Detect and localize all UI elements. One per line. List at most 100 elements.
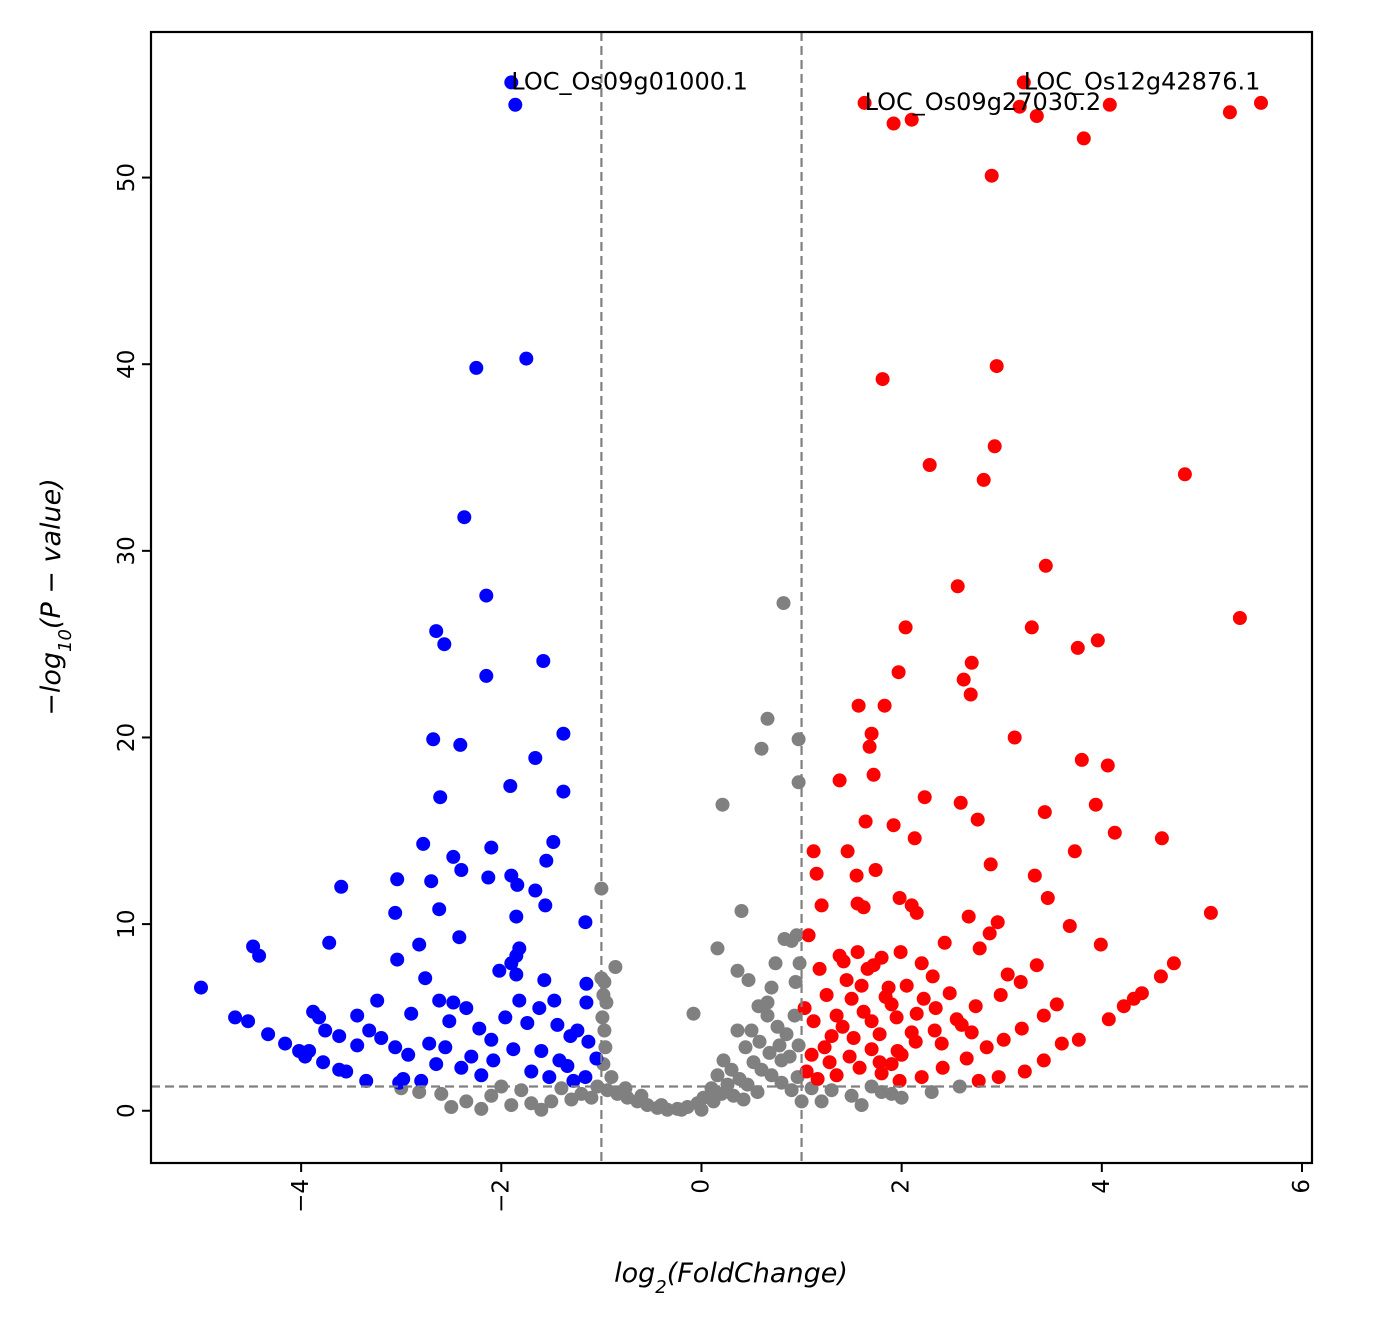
point-ns: [706, 1094, 721, 1109]
point-ns: [824, 1083, 839, 1098]
point-up: [836, 954, 851, 969]
point-up: [819, 988, 834, 1002]
point-up: [1116, 999, 1131, 1014]
point-down: [322, 935, 337, 950]
x-axis-title: log2(FoldChange): [614, 1258, 848, 1298]
point-up: [1070, 640, 1085, 655]
point-down: [546, 835, 561, 849]
point-up: [976, 472, 991, 487]
point-ns: [710, 941, 725, 956]
point-up: [996, 1032, 1011, 1047]
point-down: [509, 967, 524, 982]
point-up: [891, 665, 906, 680]
point-up: [1107, 825, 1122, 840]
point-down: [512, 993, 527, 1008]
point-up: [950, 579, 965, 594]
point-up: [1222, 105, 1237, 120]
point-up: [860, 961, 875, 976]
point-up: [835, 1019, 850, 1034]
point-ns: [952, 1079, 967, 1094]
point-down: [426, 732, 441, 747]
point-down: [484, 840, 499, 855]
point-up: [989, 359, 1004, 374]
y-tick-label: 10: [114, 909, 140, 938]
point-ns: [734, 904, 749, 918]
point-down: [429, 624, 444, 639]
point-up: [1102, 97, 1117, 112]
point-up: [872, 1055, 887, 1070]
point-ns: [504, 1098, 519, 1113]
point-up: [804, 1047, 819, 1062]
point-up: [959, 1051, 974, 1066]
point-down: [390, 952, 405, 967]
y-axis-title-rest: (P − value): [36, 478, 67, 629]
point-ns: [772, 1038, 787, 1053]
point-down: [438, 1040, 453, 1055]
point-up: [917, 790, 932, 805]
point-up: [1029, 958, 1044, 973]
point-down: [424, 874, 439, 889]
point-up: [1254, 95, 1268, 110]
point-down: [278, 1036, 293, 1051]
point-up: [963, 687, 978, 702]
point-ns: [736, 1092, 751, 1107]
point-down: [442, 1014, 457, 1029]
point-down: [536, 654, 551, 668]
point-down: [312, 1010, 327, 1025]
point-up: [868, 863, 883, 877]
y-tick-label: 40: [114, 350, 140, 379]
point-up: [1126, 991, 1141, 1006]
point-down: [316, 1055, 331, 1070]
point-ns: [814, 1094, 829, 1109]
point-ns: [634, 1088, 649, 1103]
point-ns: [774, 1053, 789, 1068]
point-ns: [694, 1102, 709, 1117]
point-ns: [534, 1102, 549, 1117]
point-up: [1040, 891, 1055, 905]
annotation-label: LOC_Os09g27030.2: [865, 88, 1102, 116]
point-ns: [686, 1006, 701, 1021]
point-ns: [791, 1038, 806, 1053]
point-up: [1036, 1008, 1051, 1023]
point-down: [454, 1060, 469, 1075]
point-down: [570, 1023, 585, 1038]
point-up: [892, 1073, 907, 1088]
point-ns: [574, 1086, 589, 1101]
point-ns: [618, 1081, 633, 1096]
x-tick-label: 2: [889, 1179, 915, 1194]
point-down: [484, 1032, 499, 1047]
point-ns: [784, 1083, 799, 1098]
point-ns: [544, 1094, 559, 1109]
point-up: [1016, 75, 1031, 90]
point-ns: [730, 1023, 745, 1038]
point-ns: [741, 973, 756, 988]
point-up: [972, 941, 987, 956]
points-layer: [194, 75, 1268, 1117]
point-down: [414, 1073, 429, 1088]
series-ns: [394, 596, 967, 1117]
point-down: [578, 915, 593, 930]
point-down: [469, 360, 484, 375]
point-down: [388, 1040, 403, 1055]
point-up: [829, 1008, 844, 1023]
point-down: [509, 909, 524, 924]
point-up: [864, 1014, 879, 1029]
point-down: [510, 877, 525, 892]
x-axis-title-rest: (FoldChange): [667, 1258, 848, 1289]
x-tick-label: −2: [488, 1179, 514, 1213]
x-tick-label: −4: [288, 1179, 314, 1213]
point-up: [1037, 805, 1052, 820]
point-down: [437, 637, 452, 652]
point-up: [898, 620, 913, 635]
point-down: [374, 1031, 389, 1045]
point-up: [925, 969, 940, 984]
point-up: [812, 961, 827, 976]
point-up: [856, 1004, 871, 1019]
point-down: [534, 1044, 549, 1058]
point-down: [542, 1070, 557, 1085]
point-up: [874, 950, 889, 965]
point-up: [832, 773, 847, 788]
point-up: [991, 1070, 1006, 1085]
series-down: [194, 75, 604, 1090]
point-ns: [791, 775, 806, 790]
